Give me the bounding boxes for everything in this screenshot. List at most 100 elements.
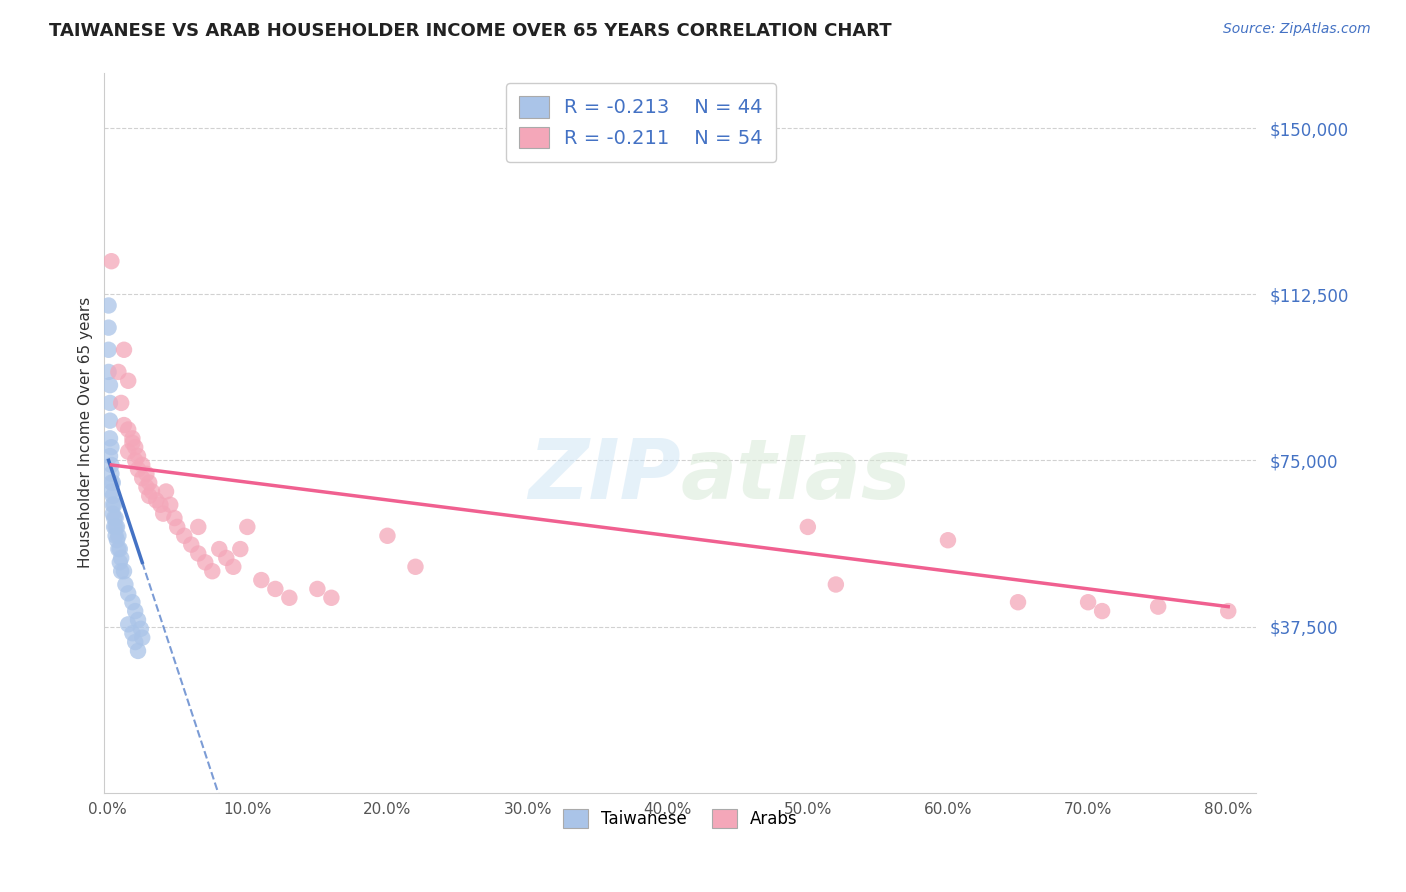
Point [121,626,143,640]
Point [141,484,163,499]
Point [180,538,202,552]
Point [117,374,139,388]
Point [121,595,143,609]
Legend: Taiwanese, Arabs: Taiwanese, Arabs [557,803,804,835]
Point [127,644,149,658]
Point [121,431,143,445]
Point [112,418,135,433]
Text: Source: ZipAtlas.com: Source: ZipAtlas.com [1223,22,1371,37]
Point [1007,595,1029,609]
Point [377,529,399,543]
Point [98,396,121,410]
Point [229,542,252,557]
Point [166,520,188,534]
Point [135,467,157,481]
Point [124,635,146,649]
Point [97,320,120,334]
Point [105,533,128,548]
Point [264,582,287,596]
Point [129,622,152,636]
Point [131,631,153,645]
Point [131,458,153,472]
Point [110,396,132,410]
Point [159,498,181,512]
Point [250,573,273,587]
Point [145,493,167,508]
Point [98,431,121,445]
Point [112,343,135,357]
Point [100,475,122,490]
Point [236,520,259,534]
Point [98,449,121,463]
Point [103,520,125,534]
Point [107,529,129,543]
Point [105,520,128,534]
Point [104,520,127,534]
Point [101,498,124,512]
Point [135,480,157,494]
Text: ZIP: ZIP [527,435,681,516]
Point [100,254,122,268]
Point [117,422,139,436]
Point [127,462,149,476]
Point [114,577,136,591]
Point [101,489,124,503]
Point [104,529,127,543]
Point [124,604,146,618]
Point [278,591,301,605]
Point [1218,604,1240,618]
Point [110,564,132,578]
Point [1077,595,1099,609]
Point [107,542,129,557]
Point [138,475,160,490]
Y-axis label: Householder Income Over 65 years: Householder Income Over 65 years [79,297,93,568]
Point [222,559,245,574]
Point [1091,604,1114,618]
Point [163,511,186,525]
Point [110,550,132,565]
Point [98,378,121,392]
Point [194,555,217,569]
Point [103,498,125,512]
Text: TAIWANESE VS ARAB HOUSEHOLDER INCOME OVER 65 YEARS CORRELATION CHART: TAIWANESE VS ARAB HOUSEHOLDER INCOME OVE… [49,22,891,40]
Point [155,484,177,499]
Point [201,564,224,578]
Point [98,414,121,428]
Point [100,484,122,499]
Point [131,471,153,485]
Point [138,489,160,503]
Point [97,365,120,379]
Point [1147,599,1170,614]
Point [121,435,143,450]
Point [307,582,329,596]
Point [117,444,139,458]
Point [187,520,209,534]
Point [101,507,124,521]
Point [103,511,125,525]
Point [124,453,146,467]
Point [100,440,122,454]
Point [173,529,195,543]
Point [149,498,172,512]
Point [112,564,135,578]
Point [208,542,231,557]
Point [127,613,149,627]
Point [187,547,209,561]
Point [107,365,129,379]
Point [117,586,139,600]
Point [127,449,149,463]
Point [101,475,124,490]
Point [108,555,131,569]
Point [97,343,120,357]
Point [97,298,120,312]
Point [117,617,139,632]
Point [108,542,131,557]
Point [321,591,343,605]
Point [100,458,122,472]
Point [100,467,122,481]
Point [104,511,127,525]
Point [215,550,238,565]
Point [797,520,820,534]
Point [152,507,174,521]
Text: atlas: atlas [681,435,911,516]
